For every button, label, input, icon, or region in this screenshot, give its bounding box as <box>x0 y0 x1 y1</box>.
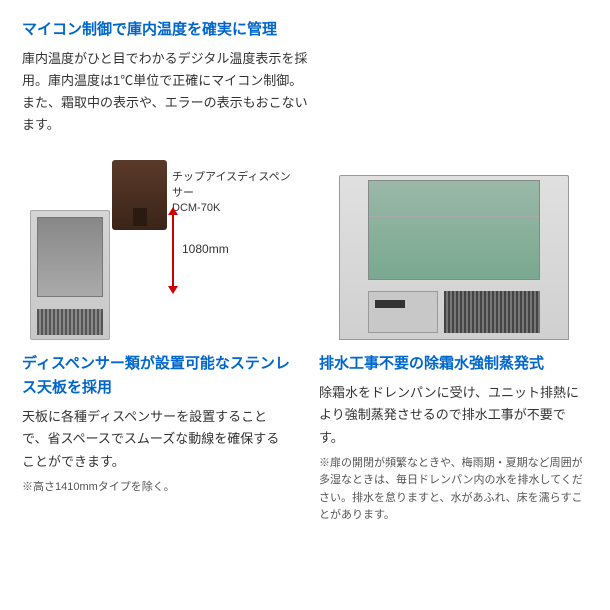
right-note: ※扉の開閉が頻繁なときや、梅雨期・夏期など周囲が多湿なときは、毎日ドレンパン内の… <box>319 455 588 525</box>
dimension-arrow <box>172 212 174 290</box>
left-section-body: 天板に各種ディスペンサーを設置することで、省スペースでスムーズな動線を確保するこ… <box>22 406 291 472</box>
right-section-body: 除霜水をドレンパンに受け、ユニット排熱により強制蒸発させるので排水工事が不要です… <box>319 382 588 448</box>
fridge-figure <box>319 160 588 340</box>
arrow-down-icon <box>168 286 178 294</box>
top-section-title: マイコン制御で庫内温度を確実に管理 <box>22 18 312 42</box>
dispenser-caption: チップアイスディスペンサー DCM-70K <box>172 170 291 216</box>
left-column: チップアイスディスペンサー DCM-70K 1080mm ディスペンサー類が設置… <box>22 160 291 525</box>
dispenser-figure: チップアイスディスペンサー DCM-70K 1080mm <box>22 160 291 340</box>
left-section-title: ディスペンサー類が設置可能なステンレス天板を採用 <box>22 352 291 400</box>
right-section-title: 排水工事不要の除霜水強制蒸発式 <box>319 352 588 376</box>
top-section-body: 庫内温度がひと目でわかるデジタル温度表示を採用。庫内温度は1℃単位で正確にマイコ… <box>22 48 312 136</box>
left-note: ※高さ1410mmタイプを除く。 <box>22 479 291 497</box>
dispenser-icon <box>112 160 167 230</box>
dimension-label: 1080mm <box>182 240 229 259</box>
right-column: 排水工事不要の除霜水強制蒸発式 除霜水をドレンパンに受け、ユニット排熱により強制… <box>319 160 588 525</box>
refrigerator-unit-icon <box>30 210 110 340</box>
fridge-unit-icon <box>339 175 569 340</box>
